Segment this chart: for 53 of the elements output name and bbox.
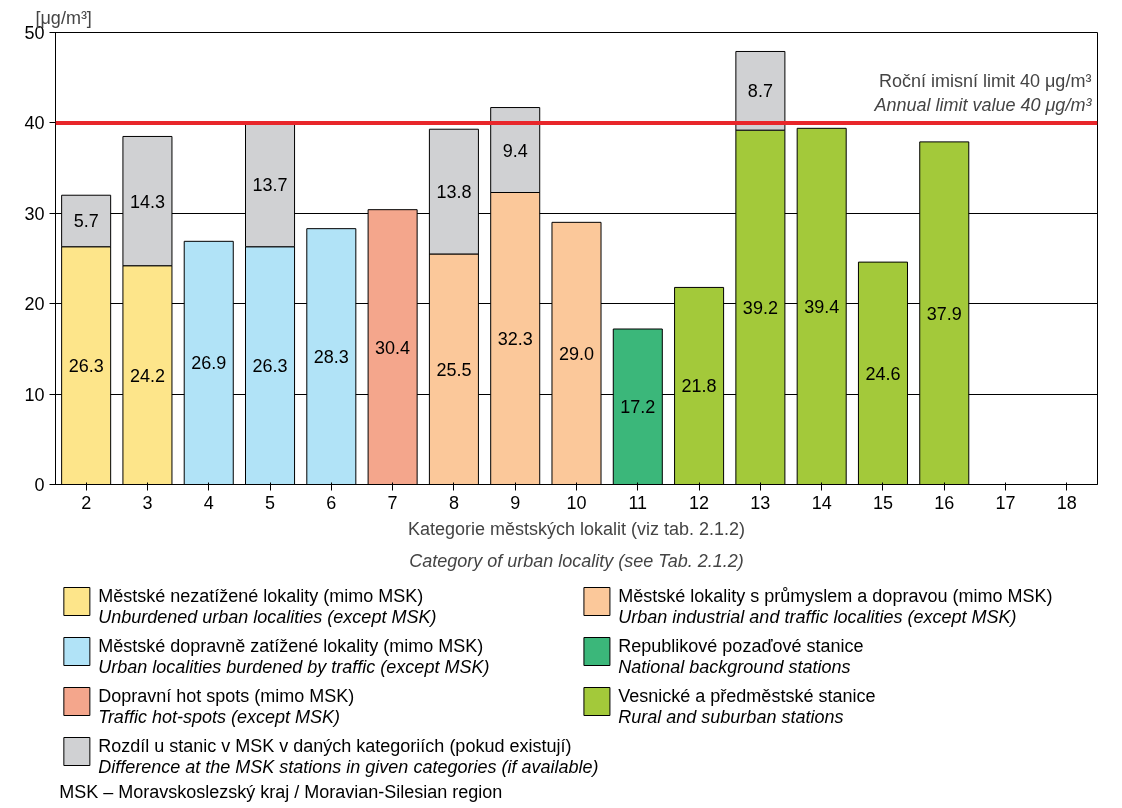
data-label: 25.5 [436,359,472,380]
legend-label: Republikové pozaďové stanice National background stations [618,635,864,677]
data-label: 26.9 [191,353,227,374]
data-label: 24.6 [865,363,901,384]
legend-label: Rozdíl u stanic v MSK v daných kategoriích (pokud existují) Difference at the MSK stations in given categories (if available) [98,735,599,777]
y-tick-label: 40 [24,113,45,134]
y-tick-label: 30 [24,203,45,224]
x-tick-label: 6 [326,492,337,513]
data-label: 24.2 [129,365,165,386]
text: MSK – Moravskoslezský kraj / Moravian-Silesian region [59,781,503,802]
x-tick-label: 8 [448,492,459,513]
data-label: 37.9 [926,303,962,324]
data-label: 39.4 [804,296,840,317]
data-label: 13.8 [436,182,472,203]
x-tick-label: 4 [203,492,214,513]
legend-label: Městské lokality s průmyslem a dopravou (mimo MSK) Urban industrial and traffic localities (except MSK) [618,585,1053,627]
x-tick-label: 11 [628,492,648,513]
data-label: 5.7 [73,211,99,232]
data-label: 21.8 [681,376,717,397]
data-label: 9.4 [502,140,528,161]
x-tick-label: 12 [689,492,710,513]
data-label: 39.2 [742,297,778,318]
legend-label: Městské dopravně zatížené lokality (mimo MSK) Urban localities burdened by traffic (except MSK) [98,635,490,677]
data-label: 14.3 [129,191,165,212]
x-tick-label: 16 [934,492,955,513]
x-tick-label: 2 [81,492,92,513]
y-tick-label: 0 [34,475,45,495]
data-label: 29.0 [558,343,595,364]
x-tick-label: 10 [566,492,587,513]
data-label: 26.3 [252,356,288,377]
x-tick-label: 9 [510,492,521,513]
y-tick-label: 20 [24,294,45,315]
x-tick-label: 15 [872,492,893,513]
ref-line-label: Roční imisní limit 40 μg/m³ Annual limit value 40 μg/m³ [873,70,1093,115]
x-tick-label: 7 [387,492,398,513]
x-tick-label: 17 [995,492,1016,513]
data-label: 8.7 [747,81,773,102]
data-label: 26.3 [68,356,104,377]
legend-label: Vesnické a předměstské stanice Rural and suburban stations [618,685,876,727]
data-label: 17.2 [620,397,656,418]
x-tick-label: 5 [265,492,276,513]
data-label: 32.3 [497,329,533,349]
x-tick-label: 14 [811,492,832,513]
legend-label: Městské nezatížené lokality (mimo MSK) Unburdened urban localities (except MSK) [98,585,437,627]
y-tick-label: 10 [24,384,45,405]
data-label: 30.4 [375,337,411,358]
data-label: 28.3 [313,347,349,368]
data-label: 13.7 [252,175,288,196]
x-axis-title: Kategorie městských lokalit (viz tab. 2.1.2) Category of urban locality (see Tab. 2.1.2) [407,518,746,571]
x-tick-label: 13 [750,492,771,513]
x-tick-label: 3 [142,492,153,513]
legend-label: Dopravní hot spots (mimo MSK) Traffic hot-spots (except MSK) [98,685,355,727]
x-tick-label: 18 [1056,492,1077,513]
